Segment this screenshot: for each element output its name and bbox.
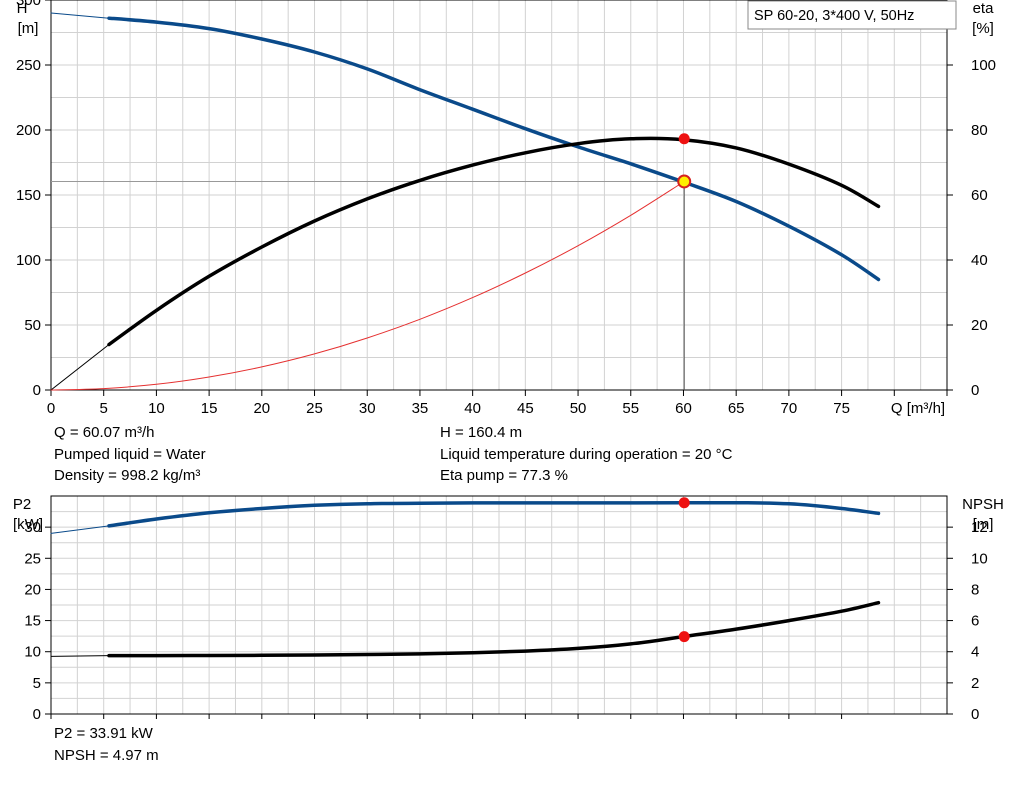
x-axis-tick-label: 55 xyxy=(622,400,639,417)
head-readout: H = 160.4 m xyxy=(440,424,523,441)
x-axis-tick-label: 50 xyxy=(570,400,587,417)
npsh-curve-extension xyxy=(50,655,110,657)
p2-npsh-left-axis-name: P2 xyxy=(13,496,31,513)
head-eta-right-tick-label: 80 xyxy=(971,122,988,139)
x-axis-tick-label: 5 xyxy=(100,400,108,417)
head-eta-right-tick-label: 100 xyxy=(971,57,996,74)
p2-npsh-left-tick-label: 25 xyxy=(24,550,41,567)
head-eta-left-tick-label: 250 xyxy=(16,57,41,74)
npsh-curve xyxy=(107,600,881,658)
eta-pump-readout: Eta pump = 77.3 % xyxy=(440,467,568,484)
efficiency-curve-extension xyxy=(50,344,110,391)
legend-box xyxy=(747,0,957,30)
x-axis-tick-label: 60 xyxy=(675,400,692,417)
head-eta-left-axis-name: H xyxy=(17,0,28,17)
head-curve-extension xyxy=(50,12,110,19)
efficiency-curve xyxy=(107,136,881,347)
x-axis-tick-label: 0 xyxy=(47,400,55,417)
x-axis-tick-label: 40 xyxy=(464,400,481,417)
x-axis-tick-label: 45 xyxy=(517,400,534,417)
p2-npsh-right-tick-label: 10 xyxy=(971,550,988,567)
x-axis-tick-label: 15 xyxy=(201,400,218,417)
npsh-readout: NPSH = 4.97 m xyxy=(54,747,159,764)
x-axis-tick-label: 75 xyxy=(833,400,850,417)
head-eta-right-tick-label: 20 xyxy=(971,317,988,334)
x-axis-tick-label: 70 xyxy=(781,400,798,417)
x-axis-label: Q [m³/h] xyxy=(891,400,945,417)
power-curve xyxy=(107,500,881,528)
p2-npsh-right-axis-unit: [m] xyxy=(973,516,994,533)
head-eta-left-tick-label: 0 xyxy=(33,382,41,399)
p2-npsh-left-tick-label: 15 xyxy=(24,613,41,630)
head-eta-left-axis-unit: [m] xyxy=(18,20,39,37)
head-eta-left-tick-label: 100 xyxy=(16,252,41,269)
efficiency-operating-point xyxy=(678,133,690,145)
liquid-temperature-readout: Liquid temperature during operation = 20… xyxy=(440,446,733,463)
x-axis-tick-label: 65 xyxy=(728,400,745,417)
p2-npsh-right-tick-label: 2 xyxy=(971,675,979,692)
head-eta-left-tick-label: 50 xyxy=(24,317,41,334)
density-readout: Density = 998.2 kg/m³ xyxy=(54,467,201,484)
legend-pump-name: SP 60-20, 3*400 V, 50Hz xyxy=(754,8,914,24)
head-eta-left-tick-label: 200 xyxy=(16,122,41,139)
head-eta-left-tick-label: 150 xyxy=(16,187,41,204)
p2-npsh-right-tick-label: 12 xyxy=(971,519,988,536)
power-curve-extension xyxy=(50,525,110,534)
system-curve xyxy=(50,181,685,391)
power-operating-point xyxy=(678,497,690,509)
x-axis-tick-label: 35 xyxy=(412,400,429,417)
head-operating-point xyxy=(677,174,692,189)
x-axis-tick-label: 25 xyxy=(306,400,323,417)
x-axis-tick-label: 30 xyxy=(359,400,376,417)
p2-npsh-left-axis-unit: [kW] xyxy=(13,516,43,533)
x-axis-tick-label: 10 xyxy=(148,400,165,417)
p2-npsh-right-axis-name: NPSH xyxy=(962,496,1004,513)
p2-npsh-right-tick-label: 6 xyxy=(971,613,979,630)
p2-readout: P2 = 33.91 kW xyxy=(54,725,153,742)
flow-readout: Q = 60.07 m³/h xyxy=(54,424,155,441)
p2-npsh-left-tick-label: 5 xyxy=(33,675,41,692)
head-curve xyxy=(107,16,881,282)
p2-npsh-left-tick-label: 0 xyxy=(33,706,41,723)
p2-npsh-left-tick-label: 10 xyxy=(24,644,41,661)
p2-npsh-right-tick-label: 8 xyxy=(971,581,979,598)
head-eta-left-tick-label: 300 xyxy=(16,0,41,9)
p2-npsh-right-tick-label: 4 xyxy=(971,644,979,661)
p2-npsh-right-tick-label: 0 xyxy=(971,706,979,723)
head-eta-right-axis-name: eta xyxy=(973,0,995,17)
p2-npsh-plot-frame xyxy=(50,495,948,715)
head-eta-right-axis-unit: [%] xyxy=(972,20,994,37)
p2-npsh-left-tick-label: 30 xyxy=(24,519,41,536)
head-eta-right-tick-label: 40 xyxy=(971,252,988,269)
pumped-liquid-readout: Pumped liquid = Water xyxy=(54,446,206,463)
head-eta-right-tick-label: 0 xyxy=(971,382,979,399)
p2-npsh-left-tick-label: 20 xyxy=(24,581,41,598)
npsh-operating-point xyxy=(678,631,690,643)
x-axis-tick-label: 20 xyxy=(253,400,270,417)
head-eta-right-tick-label: 60 xyxy=(971,187,988,204)
